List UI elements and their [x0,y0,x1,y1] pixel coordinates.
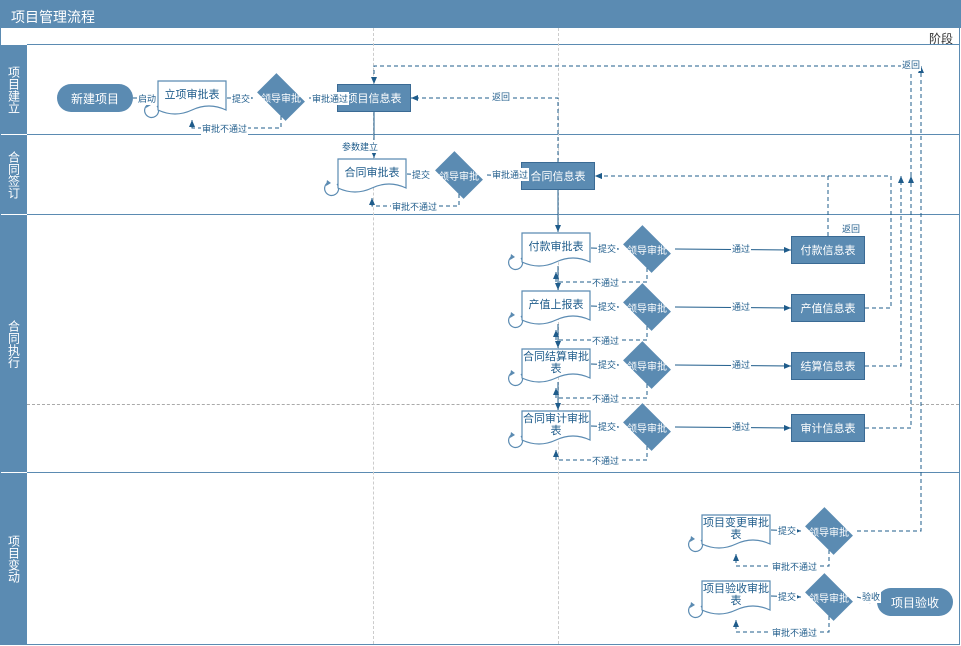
lane-separator [27,214,959,215]
node-start: 新建项目 [57,84,133,112]
lane-label-l4: 项目变动 [1,472,27,644]
node-p6: 审计信息表 [791,414,865,442]
edge-label: 参数建立 [341,140,379,153]
node-d6: 合同审计审批表 [521,410,591,450]
lane-label-l1: 项目建立 [1,44,27,134]
node-d4: 产值上报表 [521,290,591,330]
node-p3: 付款信息表 [791,236,865,264]
edge-label: 不通过 [591,454,620,467]
lane-separator [27,44,959,45]
node-dec5: 领导审批 [619,346,675,384]
lane-label-l3: 合同执行 [1,214,27,472]
node-end: 项目验收 [877,588,953,616]
node-dec4: 领导审批 [619,288,675,326]
edge-label: 启动 [137,92,157,105]
node-dec6: 领导审批 [619,408,675,446]
edge-label: 通过 [731,420,751,433]
edge-label: 返回 [491,90,511,103]
node-dec2: 领导审批 [431,156,487,194]
vertical-guide [373,28,374,644]
title-bar: 项目管理流程 [0,0,961,28]
vertical-guide [558,28,559,644]
edge-label: 审批不通过 [391,200,438,213]
edge-label: 通过 [731,242,751,255]
edge-label: 通过 [731,358,751,371]
node-dec3: 领导审批 [619,230,675,268]
lane-separator [27,404,959,405]
node-dec1: 领导审批 [253,78,309,116]
node-d1: 立项审批表 [157,80,227,120]
node-dec8: 领导审批 [801,578,857,616]
node-p5: 结算信息表 [791,352,865,380]
edge-label: 返回 [901,58,921,71]
lane-separator [27,472,959,473]
node-p2: 合同信息表 [521,162,595,190]
flowchart-canvas: 阶段 项目建立合同签订合同执行项目变动 新建项目立项审批表领导审批项目信息表合同… [0,28,960,645]
node-dec7: 领导审批 [801,512,857,550]
node-d8: 项目验收审批表 [701,580,771,620]
edge-label: 审批不通过 [201,122,248,135]
node-p4: 产值信息表 [791,294,865,322]
node-d3: 付款审批表 [521,232,591,272]
page-title: 项目管理流程 [11,9,95,25]
edge-label: 返回 [841,222,861,235]
edge-label: 通过 [731,300,751,313]
node-d2: 合同审批表 [337,158,407,198]
edge-label: 不通过 [591,392,620,405]
node-d5: 合同结算审批表 [521,348,591,388]
edge-label: 审批不通过 [771,626,818,639]
node-d7: 项目变更审批表 [701,514,771,554]
lane-separator [27,134,959,135]
edge-label: 审批不通过 [771,560,818,573]
lane-label-l2: 合同签订 [1,134,27,214]
